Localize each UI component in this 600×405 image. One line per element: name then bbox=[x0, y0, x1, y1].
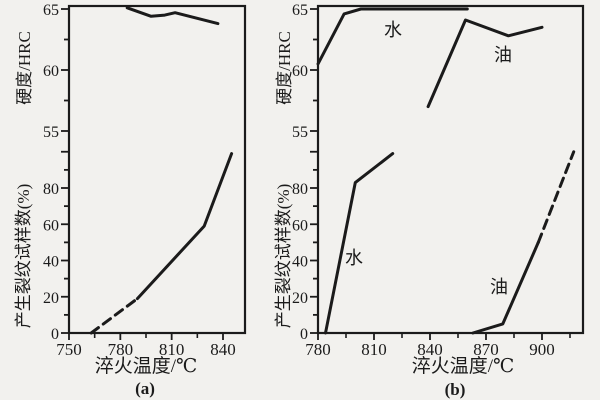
x-tick-label: 810 bbox=[159, 340, 185, 359]
series-water-hardness bbox=[316, 7, 469, 66]
oil-crack-label: 油 bbox=[490, 277, 508, 297]
pct-tick-label: 20 bbox=[43, 290, 59, 307]
series-crack-rate-onset bbox=[89, 297, 139, 335]
y-axis-label-crack: 产生裂纹试样数(%) bbox=[14, 184, 33, 328]
pct-tick-label: 40 bbox=[43, 254, 59, 271]
x-axis-label: 淬火温度/℃ bbox=[95, 355, 198, 377]
hrc-tick-label: 65 bbox=[292, 2, 308, 19]
hrc-tick-label: 60 bbox=[43, 63, 59, 80]
hrc-tick-label: 60 bbox=[292, 63, 308, 80]
oil-hardness-label: 油 bbox=[494, 45, 512, 65]
x-tick-label: 780 bbox=[108, 340, 134, 359]
water-crack-label: 水 bbox=[345, 248, 363, 268]
x-tick-label: 810 bbox=[361, 340, 387, 359]
water-hardness-label: 水 bbox=[384, 20, 402, 40]
hrc-tick-label: 55 bbox=[292, 124, 308, 141]
x-tick-label: 840 bbox=[210, 340, 236, 359]
x-tick-label: 750 bbox=[56, 340, 82, 359]
series-oil-crack-rate-projection bbox=[536, 150, 576, 244]
pct-tick-label: 80 bbox=[292, 181, 308, 198]
panel-caption: (a) bbox=[135, 379, 155, 398]
series-crack-rate bbox=[135, 152, 234, 301]
pct-tick-label: 0 bbox=[51, 326, 59, 343]
pct-tick-label: 80 bbox=[43, 181, 59, 198]
series-oil-crack-rate bbox=[471, 240, 540, 335]
hrc-tick-label: 55 bbox=[43, 124, 59, 141]
series-oil-hardness bbox=[426, 18, 544, 109]
pct-tick-label: 60 bbox=[43, 217, 59, 234]
y-axis-label-hardness: 硬度/HRC bbox=[275, 31, 294, 105]
x-tick-label: 840 bbox=[417, 340, 443, 359]
pct-tick-label: 20 bbox=[292, 290, 308, 307]
pct-tick-label: 40 bbox=[292, 254, 308, 271]
x-tick-label: 870 bbox=[473, 340, 499, 359]
series-water-crack-rate bbox=[324, 152, 395, 335]
x-tick-label: 900 bbox=[529, 340, 555, 359]
series-hardness bbox=[125, 6, 220, 26]
pct-tick-label: 60 bbox=[292, 217, 308, 234]
plot-frame-a bbox=[67, 4, 247, 335]
y-axis-label-crack: 产生裂纹试样数(%) bbox=[274, 184, 293, 328]
x-axis-label: 淬火温度/℃ bbox=[412, 355, 515, 377]
hrc-tick-label: 65 bbox=[43, 2, 59, 19]
y-axis-label-hardness: 硬度/HRC bbox=[15, 31, 34, 105]
panel-caption: (b) bbox=[445, 380, 466, 399]
x-tick-label: 780 bbox=[305, 340, 331, 359]
pct-tick-label: 0 bbox=[300, 326, 308, 343]
